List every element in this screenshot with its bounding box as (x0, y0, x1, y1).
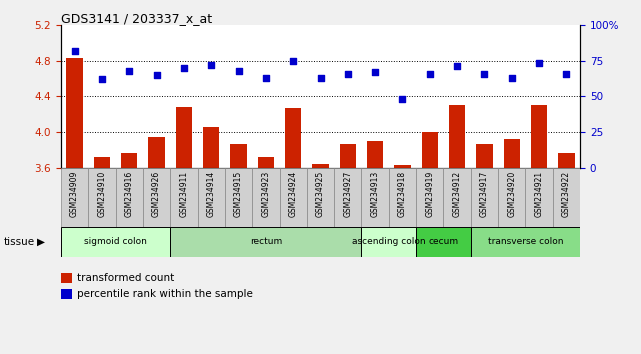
Bar (312, 164, 329, 168)
Point (288, 58, 298, 63)
Bar (176, 107, 192, 168)
Text: GSM234911: GSM234911 (179, 171, 188, 217)
Text: GSM234917: GSM234917 (480, 171, 489, 217)
Text: rectum: rectum (250, 237, 282, 246)
Bar (444, 168, 470, 227)
Point (233, 68, 244, 74)
Point (97, 76, 107, 82)
Bar (470, 227, 580, 257)
Bar (531, 105, 547, 168)
Bar (279, 168, 307, 227)
Text: ascending colon: ascending colon (352, 237, 426, 246)
Point (370, 69, 380, 75)
Bar (225, 168, 252, 227)
Bar (67, 58, 83, 168)
Text: transverse colon: transverse colon (488, 237, 563, 246)
Bar (197, 168, 225, 227)
Point (343, 71, 353, 76)
Text: tissue: tissue (3, 236, 35, 247)
Text: GSM234927: GSM234927 (344, 171, 353, 217)
Bar (148, 137, 165, 168)
Bar (394, 165, 411, 168)
Bar (171, 227, 362, 257)
Bar (362, 227, 416, 257)
Point (397, 97, 408, 102)
Text: GSM234915: GSM234915 (234, 171, 243, 217)
Bar (61, 227, 171, 257)
Bar (362, 168, 389, 227)
Point (425, 71, 435, 76)
Bar (470, 168, 498, 227)
Text: sigmoid colon: sigmoid colon (84, 237, 147, 246)
Text: GSM234921: GSM234921 (535, 171, 544, 217)
Bar (334, 168, 362, 227)
Text: GSM234922: GSM234922 (562, 171, 571, 217)
Text: GSM234912: GSM234912 (453, 171, 462, 217)
Text: GSM234909: GSM234909 (70, 171, 79, 217)
Bar (121, 153, 137, 168)
Bar (171, 168, 197, 227)
Bar (558, 153, 574, 168)
Text: GSM234923: GSM234923 (262, 171, 271, 217)
Text: GSM234916: GSM234916 (125, 171, 134, 217)
Text: GSM234919: GSM234919 (426, 171, 435, 217)
Text: GSM234913: GSM234913 (370, 171, 379, 217)
Point (506, 75, 517, 81)
Bar (498, 168, 526, 227)
Bar (61, 168, 88, 227)
Bar (389, 168, 416, 227)
Text: transformed count: transformed count (77, 273, 174, 283)
Bar (504, 138, 520, 168)
Bar (61, 273, 72, 283)
Bar (230, 144, 247, 168)
Text: GSM234926: GSM234926 (152, 171, 161, 217)
Point (562, 71, 572, 76)
Bar (258, 156, 274, 168)
Bar (416, 168, 444, 227)
Bar (143, 168, 171, 227)
Bar (94, 156, 110, 168)
Point (452, 63, 462, 69)
Bar (203, 127, 219, 168)
Point (69, 48, 79, 53)
Text: GDS3141 / 203337_x_at: GDS3141 / 203337_x_at (61, 12, 212, 25)
Bar (285, 108, 301, 168)
Point (479, 71, 490, 76)
Bar (61, 289, 72, 299)
Text: percentile rank within the sample: percentile rank within the sample (77, 289, 253, 299)
Bar (422, 132, 438, 168)
Text: GSM234925: GSM234925 (316, 171, 325, 217)
Bar (526, 168, 553, 227)
Text: GSM234910: GSM234910 (97, 171, 106, 217)
Point (179, 65, 189, 70)
Bar (307, 168, 334, 227)
Bar (367, 141, 383, 168)
Point (534, 61, 544, 66)
Text: cecum: cecum (428, 237, 458, 246)
Point (206, 62, 216, 68)
Bar (115, 168, 143, 227)
Bar (252, 168, 279, 227)
Point (151, 72, 162, 78)
Bar (88, 168, 115, 227)
Text: ▶: ▶ (37, 236, 45, 247)
Text: GSM234918: GSM234918 (398, 171, 407, 217)
Bar (553, 168, 580, 227)
Point (124, 68, 135, 74)
Text: GSM234920: GSM234920 (507, 171, 516, 217)
Bar (476, 144, 493, 168)
Bar (340, 144, 356, 168)
Bar (449, 105, 465, 168)
Bar (416, 227, 470, 257)
Text: GSM234914: GSM234914 (206, 171, 215, 217)
Point (315, 75, 326, 81)
Point (261, 75, 271, 81)
Text: GSM234924: GSM234924 (288, 171, 297, 217)
